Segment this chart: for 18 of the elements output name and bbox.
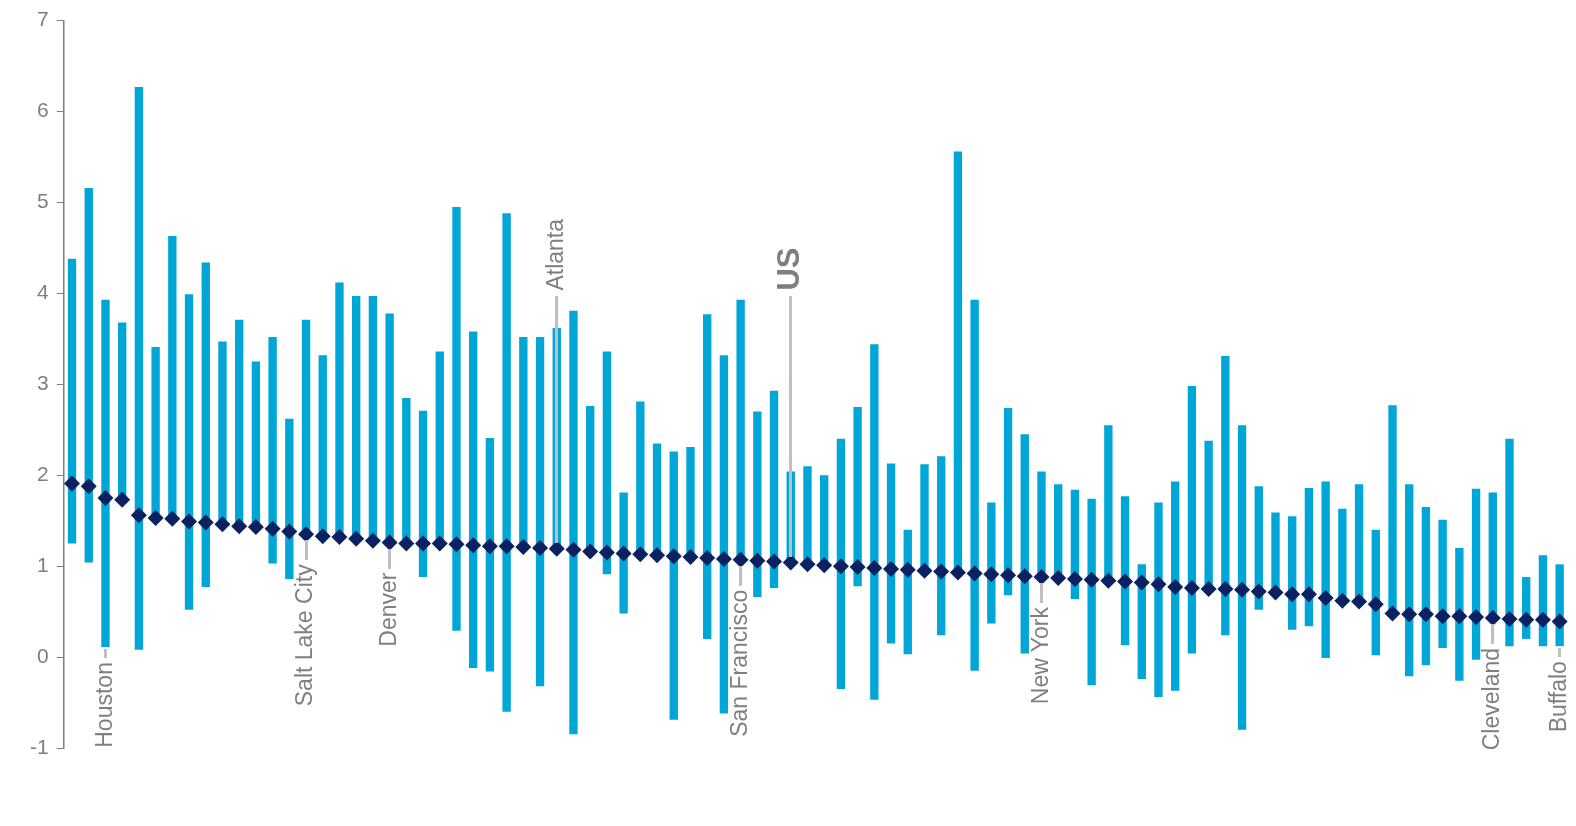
y-tick-label: -1 (29, 734, 49, 758)
y-tick-label: 4 (36, 280, 49, 304)
x-tick-label: Buffalo (1544, 661, 1571, 733)
x-tick-label: Houston (90, 662, 117, 748)
y-tick-label: 1 (36, 552, 49, 576)
x-tick-label: New York (1026, 606, 1053, 705)
y-tick-label: 0 (36, 643, 49, 667)
x-tick-label: US (771, 247, 807, 291)
x-tick-label: Atlanta (542, 218, 569, 291)
y-tick-label: 5 (36, 189, 49, 213)
y-tick-label: 7 (36, 7, 49, 31)
x-tick-label: Salt Lake City (291, 563, 318, 707)
y-tick-label: 3 (36, 371, 49, 395)
x-tick-label: San Francisco (725, 589, 752, 737)
y-tick-label: 6 (36, 98, 49, 122)
y-tick-label: 2 (36, 462, 49, 486)
x-tick-label: Denver (374, 572, 401, 647)
x-tick-label: Cleveland (1478, 647, 1505, 751)
